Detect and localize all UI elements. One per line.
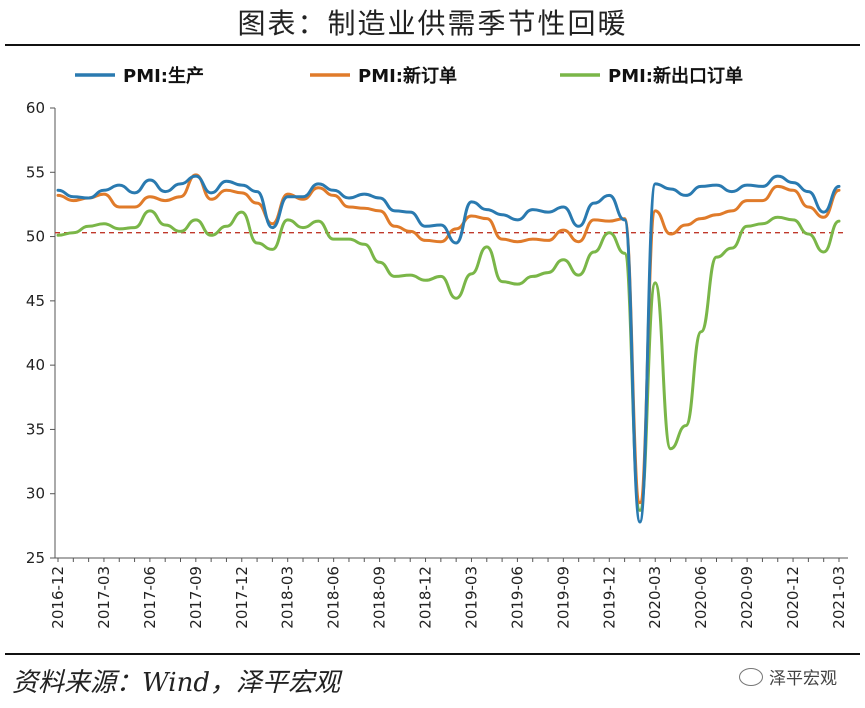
bottom-rule [5, 653, 860, 655]
x-tick-label: 2018-09 [371, 566, 389, 629]
brand-watermark: 泽平宏观 [739, 664, 837, 689]
x-tick-label: 2019-09 [554, 566, 572, 629]
x-tick-label: 2017-03 [95, 566, 113, 629]
x-tick-label: 2020-09 [738, 566, 756, 629]
x-tick-label: 2019-06 [508, 566, 526, 629]
top-rule [5, 44, 860, 46]
x-tick-label: 2020-12 [784, 566, 802, 629]
legend-label-0: PMI:生产 [123, 65, 204, 87]
x-tick-label: 2018-06 [325, 566, 343, 629]
y-tick-label: 25 [26, 549, 45, 567]
x-tick-label: 2016-12 [49, 566, 67, 629]
legend-label-1: PMI:新订单 [358, 65, 457, 87]
x-tick-label: 2019-12 [600, 566, 618, 629]
pmi-line-chart: 25 30 35 40 45 50 55 60 2016-12 2017-03 2017-06 201… [26, 65, 848, 629]
x-tick-label: 2017-09 [187, 566, 205, 629]
y-tick-label: 60 [26, 99, 45, 117]
y-tick-label: 30 [26, 485, 45, 503]
y-tick-label: 50 [26, 228, 45, 246]
y-tick-label: 45 [26, 292, 45, 310]
x-tick-label: 2017-12 [233, 566, 251, 629]
x-tick-label: 2018-03 [279, 566, 297, 629]
y-tick-label: 35 [26, 420, 45, 438]
series-line-1 [56, 173, 841, 505]
x-tick-label: 2020-03 [646, 566, 664, 629]
brand-name: 泽平宏观 [769, 669, 837, 689]
x-tick-label: 2019-03 [462, 566, 480, 629]
series-line-0 [56, 174, 841, 524]
y-tick-label: 40 [26, 356, 45, 374]
wechat-icon [739, 667, 763, 686]
x-tick-label: 2021-03 [830, 566, 848, 629]
series-line-2 [56, 209, 841, 512]
chart-title: 图表：制造业供需季节性回暖 [237, 7, 628, 40]
y-tick-label: 55 [26, 163, 45, 181]
x-tick-label: 2018-12 [417, 566, 435, 629]
x-tick-label: 2020-06 [692, 566, 710, 629]
x-tick-label: 2017-06 [141, 566, 159, 629]
legend-label-2: PMI:新出口订单 [608, 65, 743, 87]
source-note: 资料来源：Wind，泽平宏观 [12, 668, 340, 698]
